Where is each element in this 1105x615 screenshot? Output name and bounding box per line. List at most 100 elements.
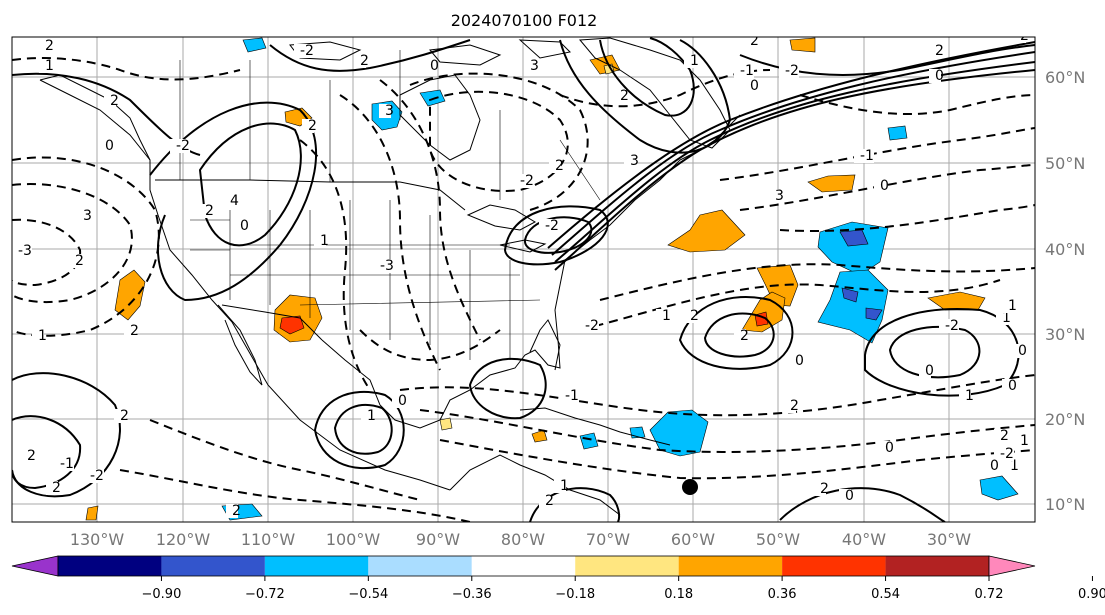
contour-label-background: [39, 39, 51, 53]
dashed-north-3: [799, 94, 1035, 115]
baja-california: [217, 304, 263, 386]
contour-label: 2: [820, 481, 829, 497]
contour-label-background: [984, 459, 996, 473]
shade-orange-west-coast: [114, 269, 146, 321]
contour-mexico-high: [313, 390, 405, 470]
dashed-central-trough-3: [299, 139, 371, 391]
dashed-atlantic-5: [779, 204, 1035, 232]
lon-label-100w: 100°W: [326, 530, 381, 549]
lat-label-40n: 40°N: [1045, 240, 1085, 259]
lon-label-40w: 40°W: [842, 530, 886, 549]
contour-greenland-inner: [599, 37, 695, 117]
contour-mexico-high-inner: [333, 403, 393, 455]
lat-label-10n: 10°N: [1045, 495, 1085, 514]
contour-label: 0: [795, 353, 804, 369]
contour-label-background: [39, 59, 51, 73]
contour-label-background: [224, 194, 236, 208]
contour-label: 0: [240, 218, 249, 234]
contour-label: -1: [60, 456, 74, 472]
contour-west-ridge: [149, 101, 318, 302]
contour-label: 2: [52, 480, 61, 496]
contour-label: -2: [1000, 446, 1014, 462]
contour-label: 3: [630, 153, 639, 169]
lon-label-70w: 70°W: [586, 530, 630, 549]
contour-label-background: [554, 479, 566, 493]
dashed-central-trough-2: [379, 79, 481, 341]
contour-label-background: [374, 259, 394, 273]
contour-label: 2: [130, 323, 139, 339]
contour-label-background: [779, 64, 799, 78]
contour-caribbean-high: [468, 357, 547, 420]
contour-great-lakes-low: [503, 205, 609, 266]
contour-label-background: [994, 429, 1006, 443]
contour-label: 1: [690, 53, 699, 69]
us-canada-border: [155, 179, 466, 211]
contour-label-background: [392, 394, 404, 408]
dashed-contours: [12, 57, 1035, 522]
solid-contours: [12, 37, 1035, 522]
shade-orange-small: [85, 429, 548, 521]
contour-atlantic-high-32n-inner: [703, 312, 775, 358]
dashed-canada-low: [429, 90, 569, 192]
colorbar: −0.90 −0.72 −0.54 −0.36 −0.18 0.18 0.36 0.54 0.7…: [11, 555, 1105, 602]
shade-orange-atlantic-33n-east: [927, 291, 986, 311]
dashed-gulf: [359, 329, 501, 362]
contour-label-background: [21, 449, 33, 463]
colorbar-segment: [264, 556, 369, 576]
contour-label-background: [854, 149, 874, 163]
colorbar-extend-right: [988, 555, 1036, 577]
contour-label-background: [769, 189, 781, 203]
contour-label: 0: [885, 440, 894, 456]
shade-orange-atlantic-42n: [667, 209, 746, 253]
lon-label-80w: 80°W: [501, 530, 545, 549]
lat-label-50n: 50°N: [1045, 154, 1085, 173]
contour-label: 1: [965, 388, 974, 404]
dashed-canada-low-2: [409, 72, 589, 211]
dashed-pacific-1: [12, 183, 133, 304]
shade-darkblue-40n: [839, 229, 869, 247]
shade-blue-atlantic-40n: [817, 221, 889, 276]
lon-label-90w: 90°W: [416, 530, 460, 549]
shade-blue-east-low: [979, 475, 1019, 501]
contour-label: -1: [565, 388, 579, 404]
contour-label: 0: [430, 58, 439, 74]
contour-label: 2: [1000, 428, 1009, 444]
contour-label: 0: [990, 458, 999, 474]
colorbar-segment: [161, 556, 265, 576]
shade-blue-north-west: [242, 37, 267, 53]
colorbar-extend-left: [11, 555, 59, 577]
contour-label: 4: [230, 193, 239, 209]
colorbar-tick-label: −0.54: [348, 587, 388, 602]
dashed-central-trough: [339, 94, 441, 371]
contour-jet-atlantic-4: [547, 41, 1035, 249]
contour-label-background: [539, 219, 559, 233]
colorbar-tick-label: 0.90: [1078, 587, 1105, 602]
colorbar-tick-label: 0.18: [664, 587, 693, 602]
contour-label-background: [789, 354, 801, 368]
contour-label: 0: [1018, 343, 1027, 359]
contour-label: 1: [1008, 298, 1017, 314]
lon-label-30w: 30°W: [927, 530, 971, 549]
contour-label: 2: [205, 203, 214, 219]
contour-label-background: [744, 37, 756, 48]
colorbar-tick-label: 0.54: [871, 587, 900, 602]
contour-label: 0: [750, 78, 759, 94]
dashed-north-1: [12, 57, 241, 81]
contour-label: 2: [750, 33, 759, 49]
contour-label-background: [114, 409, 126, 423]
lat-label-30n: 30°N: [1045, 325, 1085, 344]
contour-label: -2: [945, 318, 959, 334]
contour-label-background: [199, 204, 211, 218]
contour-label-background: [579, 319, 599, 333]
dashed-pacific-3: [12, 218, 82, 287]
lat-label-60n: 60°N: [1045, 68, 1085, 87]
contour-label-background: [549, 159, 561, 173]
contour-label-background: [1014, 37, 1026, 43]
contour-label: 3: [530, 58, 539, 74]
contour-label-background: [879, 441, 891, 455]
contour-label-background: [124, 324, 136, 338]
contour-label-background: [46, 481, 58, 495]
florida: [529, 319, 561, 371]
east-coast: [554, 114, 741, 311]
contour-greenland-high: [559, 39, 732, 154]
